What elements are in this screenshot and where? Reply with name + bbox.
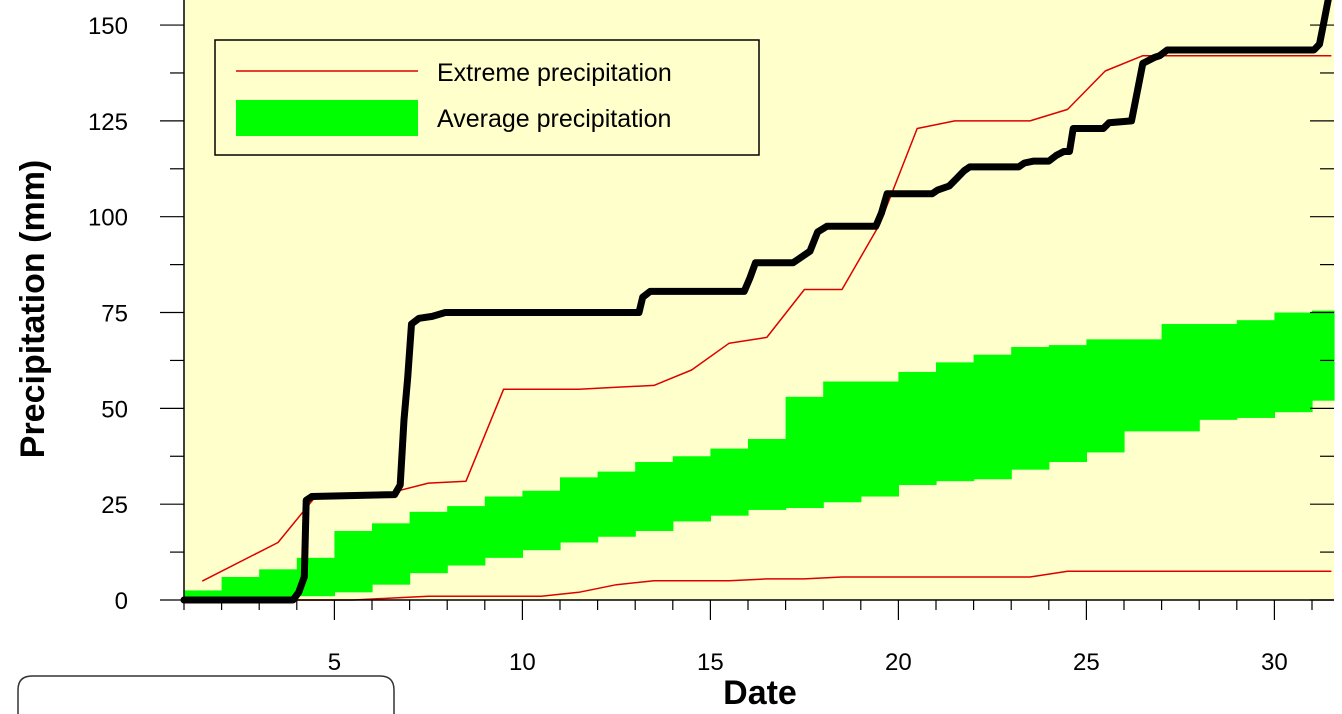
band-segment bbox=[372, 523, 411, 585]
band-segment bbox=[973, 354, 1012, 480]
band-segment bbox=[221, 577, 260, 600]
legend-extreme-label: Extreme precipitation bbox=[437, 59, 672, 87]
band-segment bbox=[1011, 347, 1050, 470]
band-segment bbox=[560, 477, 599, 543]
x-tick-label: 20 bbox=[885, 649, 912, 676]
band-segment bbox=[635, 462, 674, 532]
y-tick-label: 100 bbox=[88, 205, 128, 232]
axes: 0 25 50 75 100 125 150 5 10 15 20 25 30 bbox=[88, 0, 1334, 676]
band-segment bbox=[898, 371, 937, 486]
band-segment bbox=[860, 381, 899, 497]
band-segment bbox=[259, 569, 298, 600]
bottom-left-frame bbox=[17, 675, 395, 714]
band-segment bbox=[409, 511, 448, 574]
legend-average-label: Average precipitation bbox=[437, 105, 671, 133]
band-segment bbox=[1161, 324, 1200, 432]
y-tick-label: 150 bbox=[88, 13, 128, 40]
y-tick-label: 0 bbox=[115, 588, 128, 615]
band-segment bbox=[936, 362, 975, 482]
band-segment bbox=[1086, 339, 1125, 453]
band-segment bbox=[522, 490, 561, 551]
extreme-precipitation-line-lower-extreme bbox=[277, 570, 1332, 601]
legend: Extreme precipitation Average precipitat… bbox=[214, 39, 760, 156]
x-tick-label: 30 bbox=[1261, 649, 1288, 676]
legend-box bbox=[214, 39, 760, 156]
y-tick-label: 50 bbox=[101, 396, 128, 423]
y-tick-label: 75 bbox=[101, 301, 128, 328]
band-segment bbox=[597, 471, 636, 537]
band-segment bbox=[1236, 320, 1275, 418]
band-segment bbox=[823, 381, 862, 503]
y-tick-label: 125 bbox=[88, 109, 128, 136]
x-tick-label: 5 bbox=[328, 649, 341, 676]
band-segment bbox=[1199, 324, 1238, 420]
x-axis-title: Date bbox=[723, 674, 797, 712]
series-lines bbox=[180, 0, 1332, 604]
band-segment bbox=[334, 531, 373, 593]
observed-precipitation-line bbox=[180, 0, 1332, 604]
band-segment bbox=[1124, 339, 1163, 432]
legend-average-swatch bbox=[236, 100, 418, 136]
band-segment bbox=[785, 396, 824, 509]
average-precipitation-band bbox=[184, 310, 1335, 600]
y-axis-title: Precipitation (mm) bbox=[14, 160, 52, 458]
band-segment bbox=[184, 590, 223, 600]
band-segment bbox=[1312, 310, 1335, 401]
y-tick-label: 25 bbox=[101, 492, 128, 519]
band-segment bbox=[447, 506, 486, 566]
band-segment bbox=[748, 439, 787, 510]
band-segment bbox=[710, 448, 749, 516]
band-segment bbox=[1274, 312, 1313, 413]
band-segment bbox=[1048, 345, 1087, 463]
x-tick-label: 15 bbox=[697, 649, 724, 676]
band-segment bbox=[484, 496, 523, 558]
x-tick-label: 10 bbox=[509, 649, 536, 676]
band-segment bbox=[672, 456, 711, 522]
x-tick-label: 25 bbox=[1073, 649, 1100, 676]
